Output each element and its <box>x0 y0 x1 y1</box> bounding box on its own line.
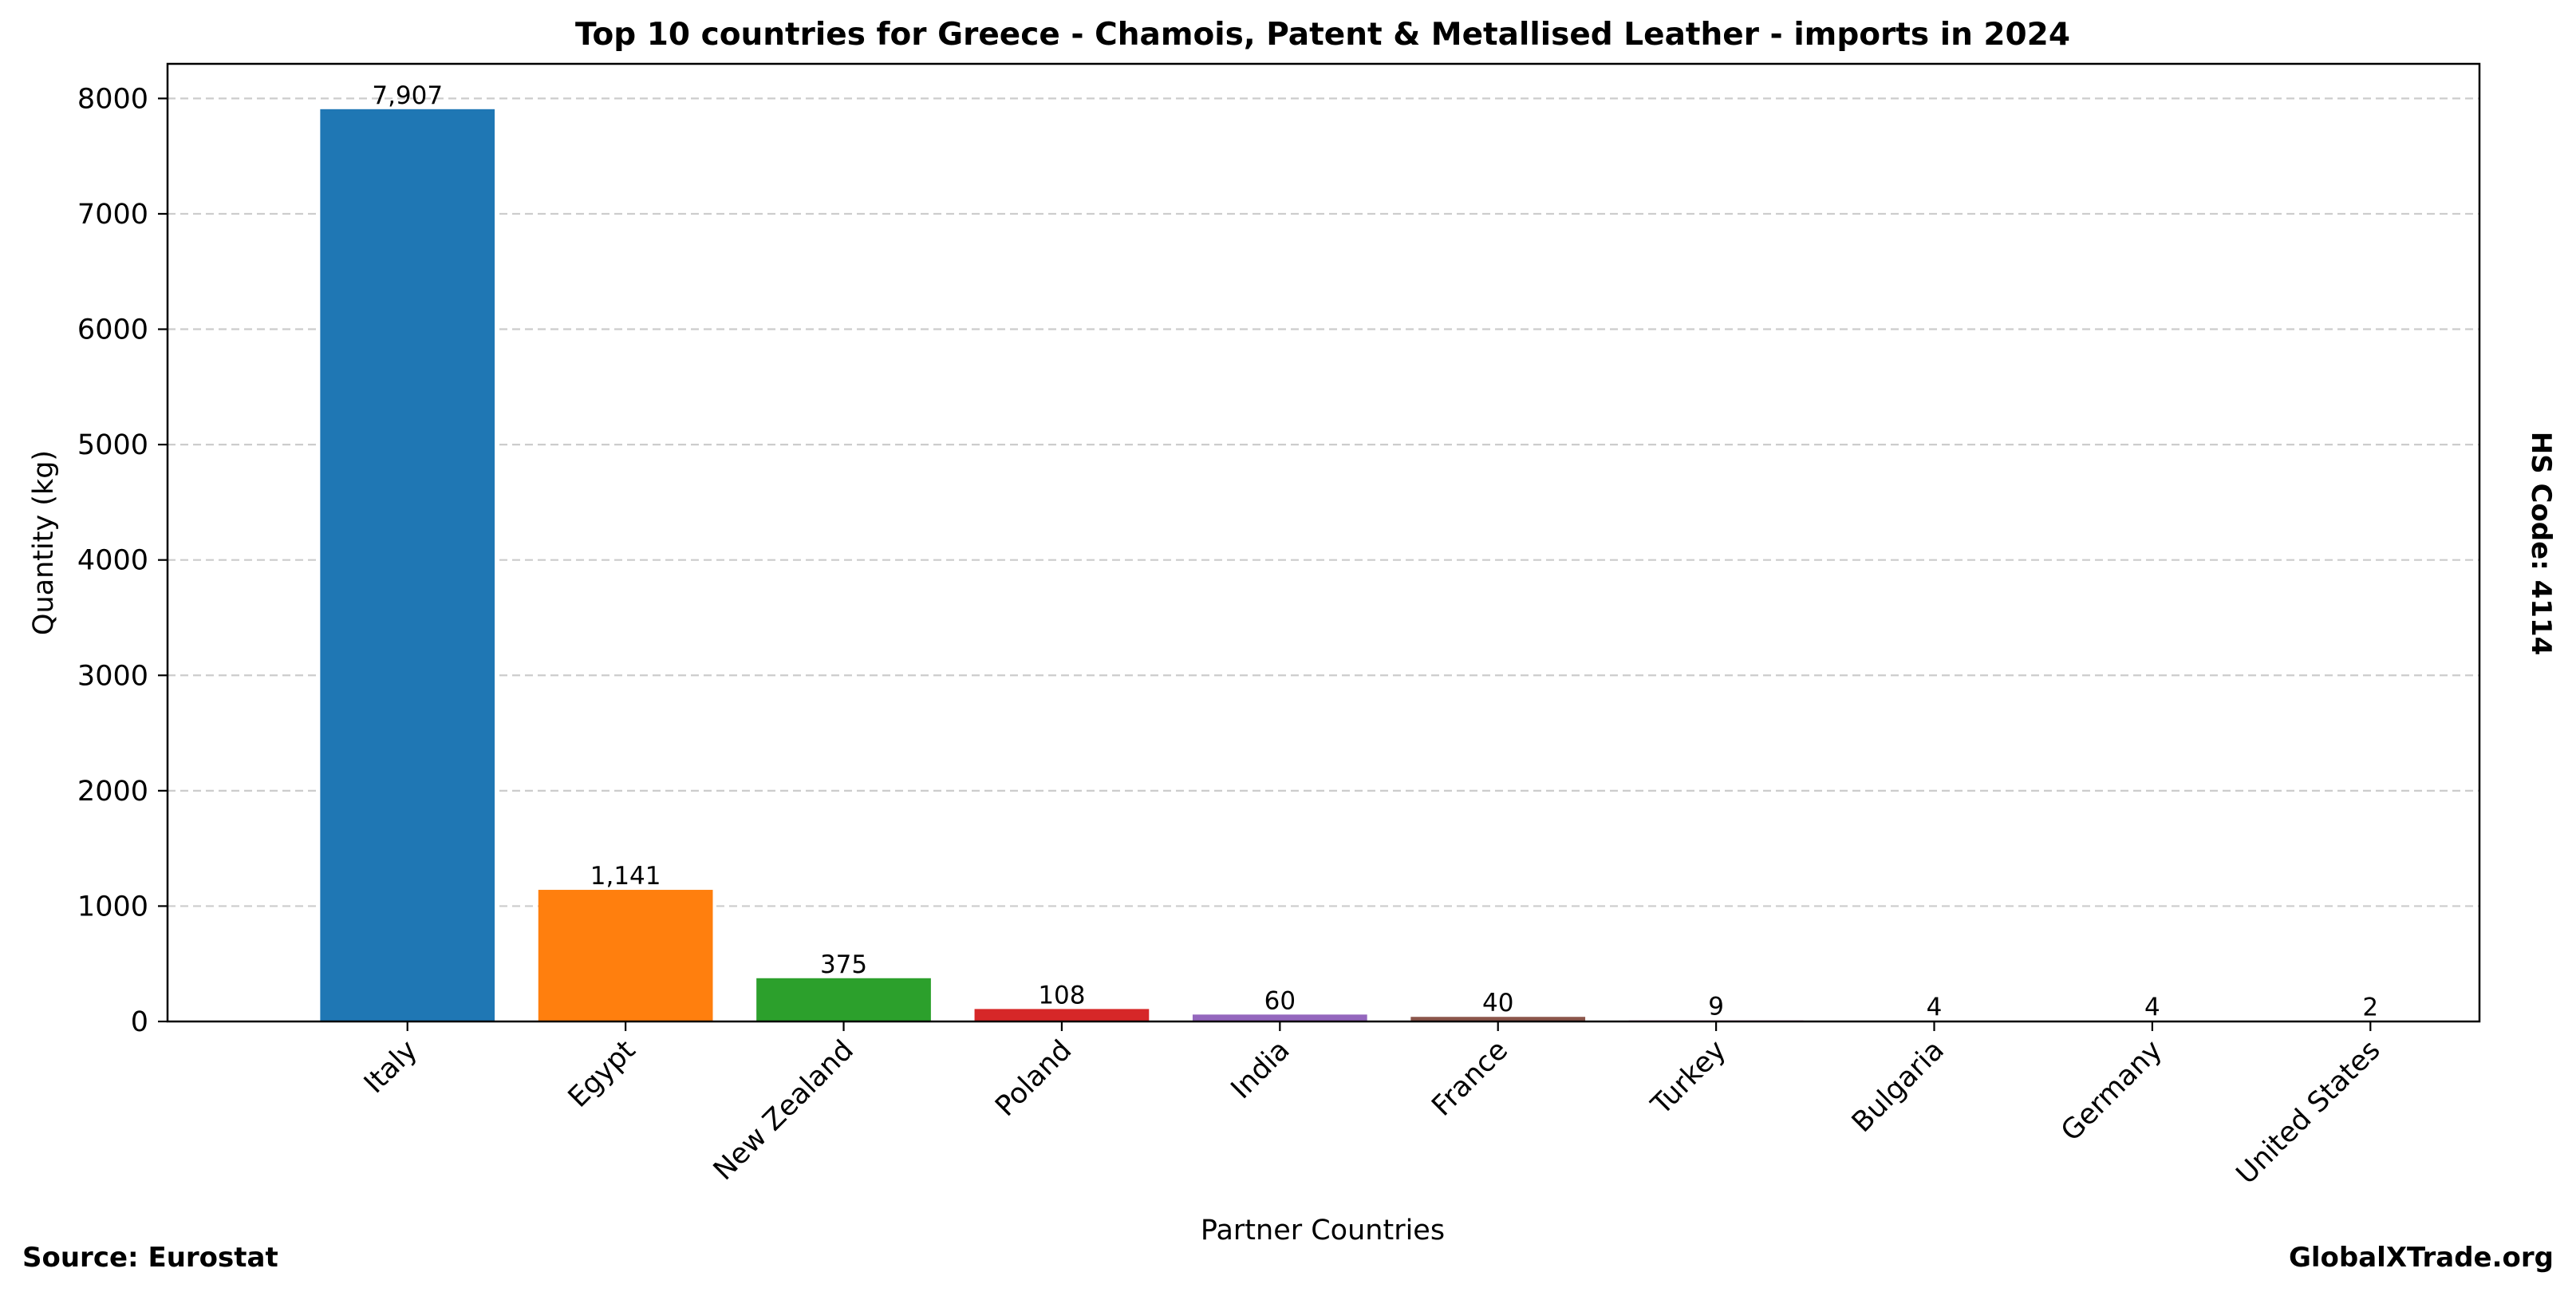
bars <box>320 109 2458 1021</box>
bar <box>538 890 713 1021</box>
x-axis-label: Partner Countries <box>1201 1215 1445 1247</box>
x-tick-label: Bulgaria <box>1846 1034 1951 1139</box>
y-tick-label: 0 <box>131 1006 148 1038</box>
gridlines <box>168 97 2479 907</box>
bar-value-label: 9 <box>1708 993 1724 1021</box>
hs-code-label: HS Code: 4114 <box>2525 432 2557 656</box>
y-tick-label: 7000 <box>77 199 148 231</box>
bar <box>320 109 495 1021</box>
source-note: Source: Eurostat <box>22 1242 278 1274</box>
x-tick-label: France <box>1426 1034 1514 1123</box>
data-labels: 7,907 1,141 375 108 60 40 9 4 4 2 <box>372 81 2378 1022</box>
bar-value-label: 2 <box>2362 994 2378 1022</box>
plot-frame <box>166 62 2481 1023</box>
y-tick-label: 6000 <box>77 314 148 346</box>
bar-value-label: 40 <box>1482 989 1513 1017</box>
y-tick-label: 3000 <box>77 660 148 692</box>
bar-value-label: 60 <box>1264 986 1296 1015</box>
bar-value-label: 375 <box>820 950 867 979</box>
x-tick-label: Poland <box>989 1034 1078 1123</box>
chart-title: Top 10 countries for Greece - Chamois, P… <box>575 17 2070 53</box>
bar-value-label: 108 <box>1038 981 1085 1010</box>
y-tick-label: 4000 <box>77 545 148 577</box>
x-tick-label: Italy <box>358 1034 424 1100</box>
bar <box>1192 1014 1367 1021</box>
x-tick-label: Turkey <box>1645 1034 1733 1122</box>
bar-value-label: 1,141 <box>590 862 661 891</box>
y-tick-label: 2000 <box>77 776 148 808</box>
y-tick-label: 5000 <box>77 429 148 461</box>
x-tick-label: India <box>1225 1034 1296 1105</box>
y-tick-label: 8000 <box>77 83 148 115</box>
bar <box>974 1009 1150 1021</box>
x-axis: Italy Egypt New Zealand Poland India France Tu… <box>358 1021 2387 1191</box>
bar <box>1410 1017 1586 1021</box>
x-tick-label: New Zealand <box>708 1034 860 1187</box>
x-tick-label: Egypt <box>562 1034 642 1114</box>
x-tick-label: Germany <box>2055 1034 2168 1148</box>
x-tick-label: United States <box>2231 1034 2387 1191</box>
y-axis: 0 1000 2000 3000 4000 5000 6000 7000 8000 <box>77 83 168 1038</box>
y-tick-label: 1000 <box>77 891 148 923</box>
y-axis-label: Quantity (kg) <box>28 450 60 635</box>
bar-value-label: 4 <box>2144 993 2160 1021</box>
site-credit: GlobalXTrade.org <box>2288 1242 2554 1274</box>
bar-value-label: 7,907 <box>372 81 443 110</box>
bar <box>756 978 931 1021</box>
bar-value-label: 4 <box>1927 993 1943 1021</box>
